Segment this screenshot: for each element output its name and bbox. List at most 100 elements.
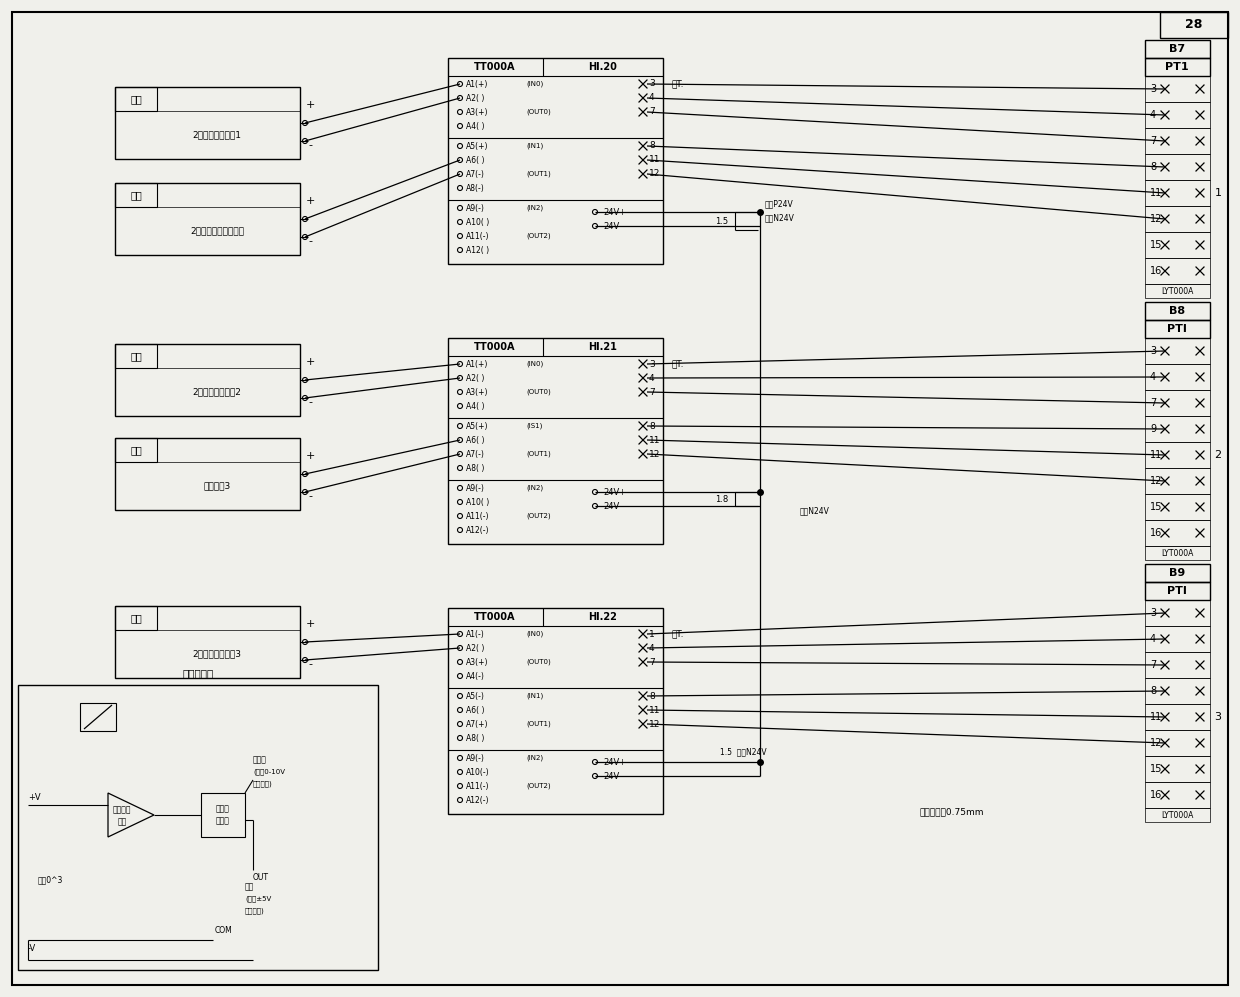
- Text: A4( ): A4( ): [466, 402, 485, 411]
- Bar: [1145, 154, 1210, 180]
- Text: 11: 11: [1149, 450, 1162, 460]
- Text: 8: 8: [649, 692, 655, 701]
- Text: A7(-): A7(-): [466, 450, 485, 459]
- Bar: [115, 183, 157, 207]
- Text: A8( ): A8( ): [466, 734, 485, 743]
- Text: 24V+: 24V+: [603, 207, 626, 216]
- Text: PTI: PTI: [1167, 324, 1187, 334]
- Text: A9(-): A9(-): [466, 203, 485, 212]
- Text: 3: 3: [1149, 84, 1156, 94]
- Text: 滤波: 滤波: [118, 818, 126, 827]
- Text: 1.5: 1.5: [715, 216, 728, 225]
- Text: 24V+: 24V+: [603, 758, 626, 767]
- Text: (幅值±5V: (幅值±5V: [246, 895, 272, 902]
- Text: 16: 16: [1149, 528, 1162, 538]
- Text: 11: 11: [649, 706, 661, 715]
- Text: 、T.: 、T.: [671, 80, 683, 89]
- Bar: [1145, 782, 1210, 808]
- Text: 7: 7: [649, 388, 655, 397]
- Text: 线束N24V: 线束N24V: [765, 213, 795, 222]
- Text: 4: 4: [649, 643, 655, 652]
- Text: 11: 11: [1149, 712, 1162, 722]
- Bar: [19, 685, 378, 970]
- Bar: [1145, 102, 1210, 128]
- Text: A9(-): A9(-): [466, 484, 485, 493]
- Text: A1(+): A1(+): [466, 80, 489, 89]
- Text: -: -: [308, 659, 312, 669]
- Bar: [115, 438, 157, 462]
- Text: 、T.: 、T.: [671, 629, 683, 638]
- Text: A8(-): A8(-): [466, 183, 485, 192]
- Text: -: -: [308, 236, 312, 246]
- Text: 1.8: 1.8: [715, 495, 728, 503]
- Text: (IN2): (IN2): [526, 485, 543, 492]
- Bar: [1145, 416, 1210, 442]
- Text: 适速0^3: 适速0^3: [37, 875, 63, 884]
- Text: 2号小机转速输入2: 2号小机转速输入2: [192, 388, 242, 397]
- Bar: [1145, 600, 1210, 626]
- Text: 8: 8: [1149, 162, 1156, 172]
- Text: COM: COM: [215, 925, 233, 934]
- Text: 24V-: 24V-: [603, 501, 621, 510]
- Bar: [1145, 756, 1210, 782]
- Bar: [1145, 468, 1210, 494]
- Text: 16: 16: [1149, 790, 1162, 800]
- Bar: [1145, 520, 1210, 546]
- Text: 3: 3: [649, 360, 655, 369]
- Text: HI.20: HI.20: [589, 62, 618, 72]
- Text: A12(-): A12(-): [466, 525, 490, 534]
- Text: TT000A: TT000A: [474, 612, 516, 622]
- Bar: [1145, 128, 1210, 154]
- Text: 7: 7: [1149, 136, 1156, 146]
- Text: 15: 15: [1149, 764, 1162, 774]
- Text: (IN0): (IN0): [526, 81, 543, 88]
- Text: 2: 2: [1214, 450, 1221, 460]
- Text: A5(+): A5(+): [466, 142, 489, 151]
- Text: 3: 3: [1149, 608, 1156, 618]
- Text: 28: 28: [1185, 19, 1203, 32]
- Text: A10( ): A10( ): [466, 217, 490, 226]
- Text: 比较器: 比较器: [216, 817, 229, 826]
- Text: 8: 8: [649, 422, 655, 431]
- Bar: [448, 338, 663, 544]
- Bar: [1145, 582, 1210, 600]
- Text: B8: B8: [1169, 306, 1185, 316]
- Bar: [1145, 494, 1210, 520]
- Text: 12: 12: [649, 720, 661, 729]
- Text: A2( ): A2( ): [466, 643, 485, 652]
- Text: (IN1): (IN1): [526, 143, 543, 150]
- Text: 1: 1: [1214, 188, 1221, 198]
- Text: HI.22: HI.22: [589, 612, 618, 622]
- Text: LYT000A: LYT000A: [1161, 811, 1193, 820]
- Text: +: +: [305, 451, 315, 461]
- Bar: [1145, 564, 1210, 582]
- Text: (OUT2): (OUT2): [526, 232, 551, 239]
- Bar: [1145, 704, 1210, 730]
- Bar: [115, 344, 300, 416]
- Text: (幅值0-10V: (幅值0-10V: [253, 769, 285, 776]
- Text: 12: 12: [649, 169, 661, 178]
- Text: 7: 7: [1149, 660, 1156, 670]
- Text: A2( ): A2( ): [466, 374, 485, 383]
- Bar: [1145, 302, 1210, 320]
- Text: 线束P24V: 线束P24V: [765, 199, 794, 208]
- Text: A8( ): A8( ): [466, 464, 485, 473]
- Text: 12: 12: [649, 450, 661, 459]
- Text: (OUT1): (OUT1): [526, 451, 551, 458]
- Text: A6( ): A6( ): [466, 156, 485, 165]
- Text: 24V-: 24V-: [603, 221, 621, 230]
- Text: HI.21: HI.21: [589, 342, 618, 352]
- Text: (OUT2): (OUT2): [526, 512, 551, 519]
- Text: A7(-): A7(-): [466, 169, 485, 178]
- Bar: [115, 87, 157, 111]
- Text: A6( ): A6( ): [466, 436, 485, 445]
- Text: 输出: 输出: [246, 882, 254, 891]
- Text: (IN2): (IN2): [526, 755, 543, 762]
- Text: 抽汽出刣3: 抽汽出刣3: [203, 482, 231, 491]
- Text: -: -: [308, 397, 312, 407]
- Text: 8: 8: [1149, 686, 1156, 696]
- Bar: [1145, 652, 1210, 678]
- Text: A10( ): A10( ): [466, 498, 490, 506]
- Text: 11: 11: [1149, 188, 1162, 198]
- Bar: [81, 703, 117, 731]
